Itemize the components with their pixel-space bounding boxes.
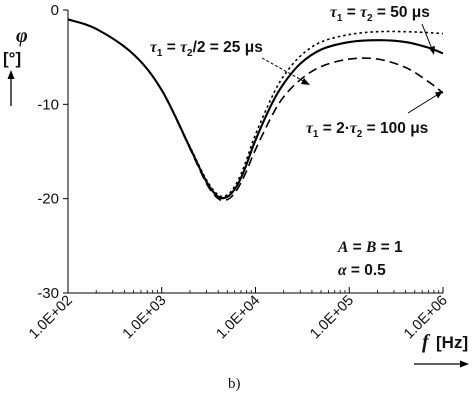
annotation-50us-arrow — [421, 23, 435, 55]
series-line-dashed — [67, 18, 444, 202]
annotation-100us-tau2: τ — [350, 120, 358, 137]
y-axis-unit: [°] — [3, 49, 21, 68]
x-axis-arrow — [414, 360, 469, 368]
annotation-25us-sub2: 2 — [187, 48, 193, 59]
x-tick-label: 1.0E+03 — [120, 293, 170, 343]
x-ticks: 1.0E+02 1.0E+03 1.0E+04 1.0E+05 1.0E+06 — [26, 287, 451, 342]
y-tick-label: -30 — [37, 285, 59, 302]
annotation-25us-tau2: τ — [180, 39, 188, 56]
annotation-50us: τ1 = τ2 = 50 μs — [330, 4, 430, 24]
params-var-alpha: α — [338, 262, 347, 279]
annotation-25us-arrow — [261, 57, 310, 85]
params-var-b: B — [365, 239, 376, 256]
annotation-25us-rest: /2 = 25 μs — [193, 39, 263, 56]
annotation-50us-rest: = 50 μs — [373, 4, 430, 21]
annotation-50us-tau2: τ — [360, 4, 368, 21]
annotation-25us-tau1: τ — [150, 39, 158, 56]
annotation-100us-sub1: 1 — [313, 129, 319, 140]
y-axis-title: φ — [16, 25, 28, 47]
annotation-25us-sub1: 1 — [157, 48, 163, 59]
annotation-100us-eq: = 2· — [318, 120, 349, 137]
annotation-100us-tau1: τ — [306, 120, 314, 137]
annotation-50us-tau1: τ — [330, 4, 338, 21]
series-layer — [67, 18, 444, 202]
x-axis-unit: [Hz] — [436, 333, 468, 352]
annotation-100us-sub2: 2 — [357, 129, 363, 140]
annotation-50us-sub2: 2 — [367, 13, 373, 24]
figure-caption: b) — [228, 376, 241, 392]
params-line1: A = B = 1 — [337, 239, 403, 256]
series-line-solid — [67, 18, 444, 200]
params-var-a: A — [337, 239, 348, 256]
annotation-50us-sub1: 1 — [337, 13, 343, 24]
params-eq3: = 0.5 — [347, 262, 387, 279]
annotation-100us: τ1 = 2·τ2 = 100 μs — [306, 120, 428, 140]
y-ticks: 0 -10 -20 -30 — [37, 2, 68, 302]
y-tick-label: -20 — [37, 191, 59, 208]
annotation-25us: τ1 = τ2/2 = 25 μs — [150, 39, 263, 59]
y-tick-label: -10 — [37, 96, 59, 113]
annotation-50us-eq: = — [342, 4, 360, 21]
annotation-100us-rest: = 100 μs — [362, 120, 428, 137]
params-line2: α = 0.5 — [338, 262, 386, 279]
params-eq1: = — [348, 239, 366, 256]
y-axis-arrow — [7, 70, 15, 106]
y-tick-label: 0 — [51, 2, 59, 19]
x-axis-title: f — [422, 331, 431, 353]
annotation-25us-eq: = — [162, 39, 180, 56]
x-tick-label: 1.0E+04 — [214, 293, 264, 343]
x-tick-label: 1.0E+05 — [307, 293, 357, 343]
params-eq2: = 1 — [376, 239, 403, 256]
annotation-100us-arrow — [407, 91, 443, 114]
